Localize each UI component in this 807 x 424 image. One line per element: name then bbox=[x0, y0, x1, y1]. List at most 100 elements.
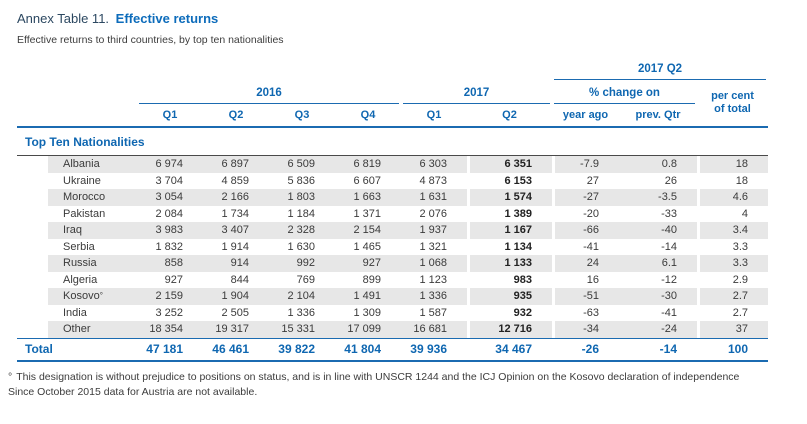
footnote: ° This designation is without prejudice t… bbox=[8, 370, 777, 400]
cell-value: 24 bbox=[552, 255, 619, 272]
cell-value: 1 734 bbox=[221, 207, 249, 220]
col-header-year-ago: year ago bbox=[562, 109, 609, 121]
cell-value: 37 bbox=[697, 321, 768, 338]
country-label: Other bbox=[17, 321, 137, 338]
cell-value: 26 bbox=[664, 174, 677, 187]
col-header-q3-2016: Q3 bbox=[294, 109, 310, 121]
cell-value: 3.4 bbox=[697, 222, 768, 239]
cell-value: -3.5 bbox=[619, 189, 697, 206]
cell-value: 2.7 bbox=[697, 305, 768, 322]
country-label: Pakistan bbox=[63, 207, 106, 220]
total-label: Total bbox=[25, 342, 53, 356]
cell-value: -41 bbox=[552, 239, 619, 256]
cell-value: 1 914 bbox=[221, 240, 249, 253]
cell-value: 6.1 bbox=[619, 255, 697, 272]
cell-value: 2.9 bbox=[697, 272, 768, 289]
cell-value: -30 bbox=[619, 288, 697, 305]
country-label: Serbia bbox=[63, 240, 95, 253]
cell-value: 1 321 bbox=[419, 240, 447, 253]
cell-value: 16 bbox=[552, 272, 619, 289]
country-label: Algeria bbox=[63, 273, 98, 286]
cell-value: 1 134 bbox=[467, 239, 552, 256]
cell-value: 2 166 bbox=[203, 189, 269, 206]
country-label: Ukraine bbox=[63, 174, 101, 187]
section-rule bbox=[17, 155, 768, 156]
cell-value: -51 bbox=[552, 288, 619, 305]
cell-value: 3 054 bbox=[137, 189, 203, 206]
footnote-line-1: ° This designation is without prejudice t… bbox=[8, 370, 740, 383]
cell-value: 927 bbox=[164, 273, 183, 286]
cell-value: 12 716 bbox=[467, 321, 552, 338]
cell-value: 47 181 bbox=[146, 342, 183, 356]
col-group-2016: 2016 bbox=[139, 80, 399, 104]
col-header-per-cent-of-total: per cent of total bbox=[711, 90, 754, 115]
cell-value: 1 389 bbox=[467, 206, 552, 223]
cell-value: 914 bbox=[203, 255, 269, 272]
cell-value: 932 bbox=[467, 305, 552, 322]
cell-value: 2 159 bbox=[137, 288, 203, 305]
cell-value: 39 822 bbox=[278, 342, 315, 356]
cell-value: -24 bbox=[619, 321, 697, 338]
cell-value: 992 bbox=[269, 255, 335, 272]
cell-value: 4 bbox=[697, 206, 768, 223]
cell-value: 1 904 bbox=[203, 288, 269, 305]
cell-value: -12 bbox=[661, 273, 677, 286]
cell-value: 899 bbox=[362, 273, 381, 286]
cell-value: 16 681 bbox=[401, 321, 467, 338]
cell-value: 1 133 bbox=[467, 255, 552, 272]
cell-value: 1 832 bbox=[155, 240, 183, 253]
cell-value: 6 509 bbox=[269, 156, 335, 173]
cell-value: 39 936 bbox=[410, 342, 447, 356]
total-bottom-rule bbox=[17, 359, 768, 362]
cell-value: 17 099 bbox=[335, 321, 401, 338]
cell-value: 1 123 bbox=[419, 273, 447, 286]
country-label: Russia bbox=[17, 255, 137, 272]
cell-value: 3 983 bbox=[137, 222, 203, 239]
cell-value: 1 631 bbox=[401, 189, 467, 206]
cell-value: 927 bbox=[335, 255, 401, 272]
cell-value: 4 859 bbox=[221, 174, 249, 187]
cell-value: 15 331 bbox=[269, 321, 335, 338]
cell-value: -14 bbox=[659, 342, 677, 356]
cell-value: 983 bbox=[467, 272, 552, 289]
cell-value: 1 630 bbox=[287, 240, 315, 253]
cell-value: 6 351 bbox=[467, 156, 552, 173]
cell-value: 1 184 bbox=[287, 207, 315, 220]
cell-value: 1 068 bbox=[401, 255, 467, 272]
cell-value: -66 bbox=[552, 222, 619, 239]
col-header-q2-2017: Q2 bbox=[502, 109, 517, 121]
cell-value: 19 317 bbox=[203, 321, 269, 338]
country-label: Morocco bbox=[17, 189, 137, 206]
cell-value: -7.9 bbox=[552, 156, 619, 173]
cell-value: -33 bbox=[661, 207, 677, 220]
cell-value: -40 bbox=[619, 222, 697, 239]
cell-value: 18 bbox=[697, 156, 768, 173]
cell-value: 6 153 bbox=[467, 173, 552, 190]
cell-value: 1 336 bbox=[287, 306, 315, 319]
cell-value: -26 bbox=[552, 339, 619, 360]
cell-value: 0.8 bbox=[619, 156, 697, 173]
cell-value: 2.7 bbox=[697, 288, 768, 305]
cell-value: 18 bbox=[697, 173, 768, 190]
total-top-rule bbox=[17, 337, 768, 339]
cell-value: 1 167 bbox=[467, 222, 552, 239]
col-header-q1-2016: Q1 bbox=[162, 109, 178, 121]
table-title: Effective returns bbox=[115, 11, 219, 26]
country-label: India bbox=[63, 306, 87, 319]
cell-value: 1 663 bbox=[335, 189, 401, 206]
cell-value: 1 309 bbox=[353, 306, 381, 319]
cell-value: -41 bbox=[661, 306, 677, 319]
cell-value: 1 574 bbox=[467, 189, 552, 206]
cell-value: 6 303 bbox=[401, 156, 467, 173]
footnote-line-2: Since October 2015 data for Austria are … bbox=[8, 385, 258, 398]
cell-value: 1 491 bbox=[335, 288, 401, 305]
col-header-q1-2017: Q1 bbox=[426, 109, 442, 121]
cell-value: 3 252 bbox=[155, 306, 183, 319]
cell-value: 2 328 bbox=[269, 222, 335, 239]
cell-value: 2 154 bbox=[335, 222, 401, 239]
col-group-pct-change: % change on bbox=[554, 80, 695, 104]
cell-value: 3 407 bbox=[203, 222, 269, 239]
cell-value: 6 974 bbox=[137, 156, 203, 173]
cell-value: 1 937 bbox=[401, 222, 467, 239]
cell-value: 844 bbox=[230, 273, 249, 286]
